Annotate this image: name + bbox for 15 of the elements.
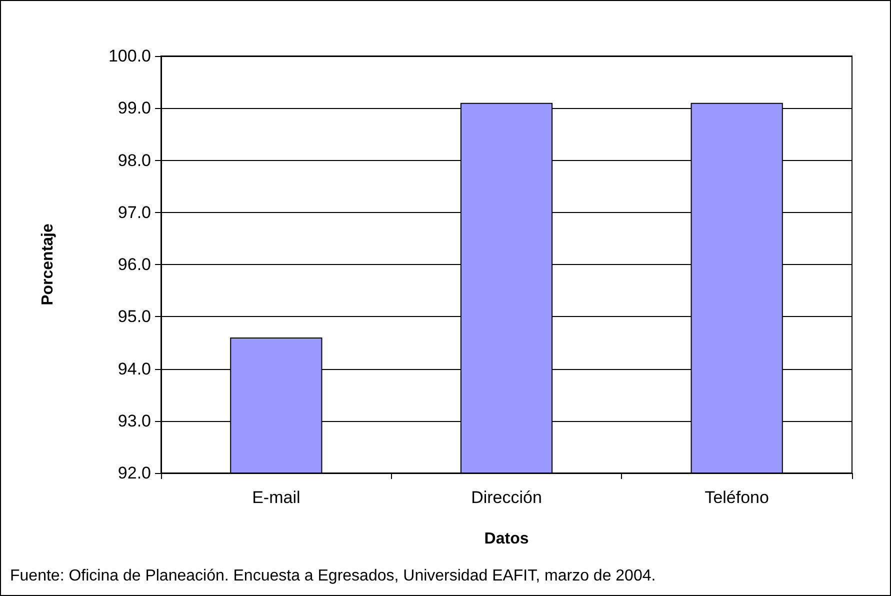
x-tick-label: E-mail	[252, 488, 300, 507]
y-tick-label: 99.0	[118, 98, 151, 118]
y-tick-label: 94.0	[118, 359, 151, 378]
x-tick-label: Teléfono	[704, 488, 769, 507]
source-note: Fuente: Oficina de Planeación. Encuesta a Egresados, Universidad EAFIT, marzo de 2004.	[10, 568, 656, 584]
y-tick-label: 96.0	[118, 255, 151, 274]
y-tick-label: 95.0	[118, 307, 151, 326]
y-tick-label: 93.0	[118, 411, 151, 430]
y-tick-label: 92.0	[118, 464, 151, 482]
x-tick-label: Dirección	[471, 488, 542, 507]
y-tick-label: 100.0	[108, 46, 151, 66]
x-axis-title: Datos	[484, 530, 529, 548]
y-axis-title: Porcentaje	[40, 223, 56, 306]
y-tick-label: 98.0	[118, 150, 151, 170]
y-tick-label: 97.0	[118, 202, 151, 222]
